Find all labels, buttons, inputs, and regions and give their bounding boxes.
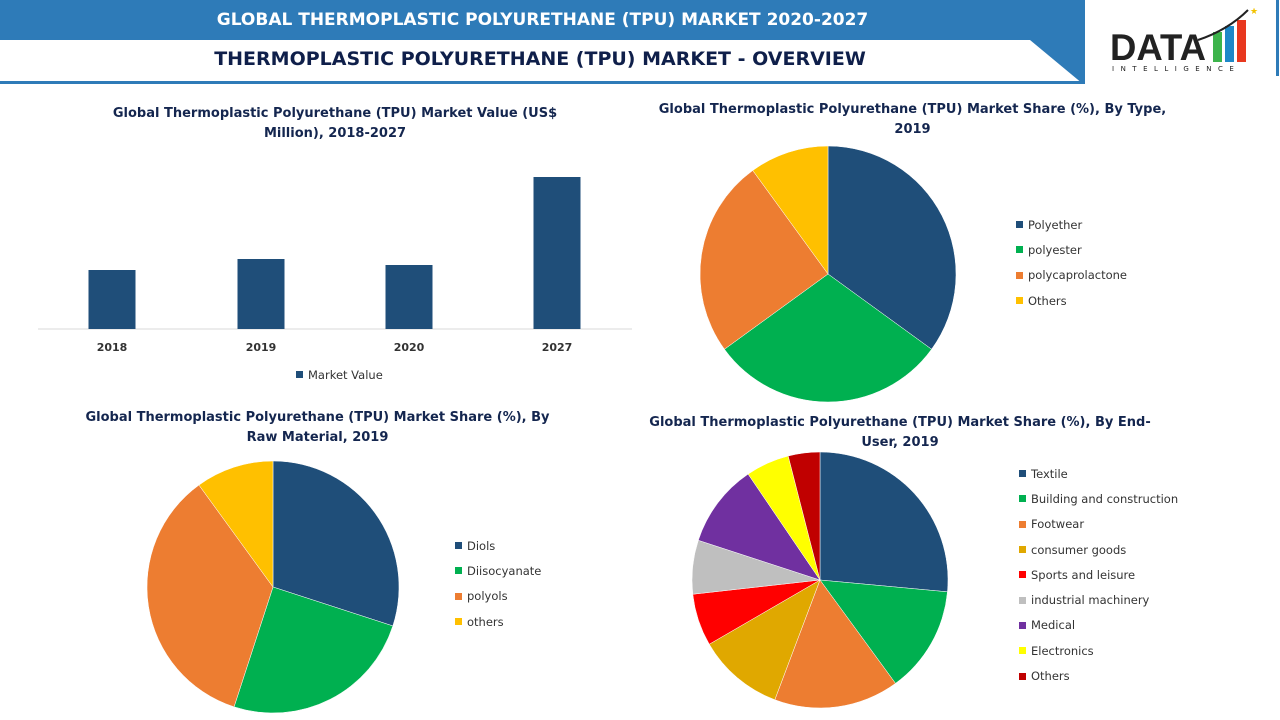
legend-swatch	[1016, 297, 1023, 305]
legend-label: polyols	[467, 589, 508, 604]
legend-label: Others	[1031, 669, 1070, 684]
legend-label: Sports and leisure	[1031, 567, 1136, 582]
legend-label: Building and construction	[1031, 491, 1179, 506]
legend-swatch	[1016, 221, 1023, 229]
enduser-pie-legend: Textile Building and construction Footwear…	[1019, 461, 1178, 689]
legend-item: Diols	[455, 533, 605, 558]
legend-item: Sports and leisure	[1019, 562, 1178, 587]
logo-tagline: INTELLIGENCE	[1112, 65, 1240, 73]
raw-pie-title: Global Thermoplastic Polyurethane (TPU) …	[85, 410, 550, 445]
legend-label: Textile	[1031, 466, 1068, 481]
legend-label: polyester	[1028, 242, 1082, 257]
type-pie-legend: Polyether polyester polycaprolactone Others	[1016, 212, 1127, 313]
legend-label: consumer goods	[1031, 542, 1127, 557]
pie-slice-footwear	[774, 579, 896, 709]
x-tick-label: 2027	[542, 341, 573, 354]
bar-2020	[385, 265, 433, 329]
type-pie-title: Global Thermoplastic Polyurethane (TPU) …	[658, 102, 1167, 137]
bar-2019	[237, 259, 285, 329]
pie-slice-others	[787, 451, 821, 581]
legend-swatch	[1019, 546, 1026, 554]
legend-label: industrial machinery	[1031, 593, 1150, 608]
bar-2018	[88, 270, 136, 329]
legend-label: others	[467, 614, 504, 629]
legend-swatch	[1019, 470, 1026, 478]
legend-swatch	[455, 592, 462, 600]
legend-label: polycaprolactone	[1028, 268, 1127, 283]
legend-item: Building and construction	[1019, 486, 1178, 511]
legend-item: polyols	[455, 584, 605, 609]
header-band	[0, 0, 1085, 40]
logo-text: DATA	[1110, 27, 1206, 68]
legend-label: Market Value	[308, 367, 383, 382]
legend-swatch	[296, 371, 303, 379]
legend-item: Polyether	[1016, 212, 1127, 237]
legend-label: Polyether	[1028, 217, 1083, 232]
pie-slice-textile	[819, 451, 949, 593]
pie-slice-consumer-goods	[708, 579, 821, 701]
legend-item: Textile	[1019, 461, 1178, 486]
bar-chart-title: Global Thermoplastic Polyurethane (TPU) …	[112, 106, 558, 141]
legend-item: Diisocyanate	[455, 558, 605, 583]
pie-slice-diisocyanate	[233, 586, 394, 714]
legend-item: Others	[1019, 663, 1178, 688]
legend-label: Diisocyanate	[467, 563, 542, 578]
pie-slice-polyester	[724, 273, 932, 403]
x-tick-label: 2020	[394, 341, 425, 354]
legend-swatch	[1019, 621, 1026, 629]
legend-item: polycaprolactone	[1016, 263, 1127, 288]
legend-label: Medical	[1031, 618, 1076, 633]
pie-slice-others	[198, 460, 274, 588]
bar-2027	[533, 177, 581, 329]
header-title: GLOBAL THERMOPLASTIC POLYURETHANE (TPU) …	[216, 10, 869, 30]
page-subtitle: THERMOPLASTIC POLYURETHANE (TPU) MARKET …	[214, 48, 866, 70]
legend-swatch	[1019, 672, 1026, 680]
legend-item: Footwear	[1019, 512, 1178, 537]
legend-item: Others	[1016, 288, 1127, 313]
legend-swatch	[1016, 271, 1023, 279]
legend-label: Diols	[467, 538, 496, 553]
legend-swatch	[1019, 495, 1026, 503]
bar-legend: Market Value	[296, 362, 383, 387]
legend-item: polyester	[1016, 237, 1127, 262]
logo: DATA ★ INTELLIGENCE	[1108, 8, 1258, 74]
pie-slice-others	[752, 145, 829, 275]
legend-label: Footwear	[1031, 517, 1085, 532]
legend-swatch	[455, 618, 462, 626]
legend-swatch	[1019, 520, 1026, 528]
pie-slice-medical	[697, 473, 821, 581]
legend-swatch	[455, 567, 462, 575]
legend-label: Electronics	[1031, 643, 1094, 658]
legend-item: others	[455, 609, 605, 634]
legend-swatch	[1019, 647, 1026, 655]
legend-swatch	[1019, 571, 1026, 579]
enduser-pie-title: Global Thermoplastic Polyurethane (TPU) …	[649, 415, 1151, 450]
legend-swatch	[1016, 246, 1023, 254]
x-tick-label: 2018	[97, 341, 128, 354]
raw-pie-legend: Diols Diisocyanate polyols others	[455, 533, 605, 634]
pie-slice-polyols	[146, 484, 274, 708]
pie-slice-building-and-construction	[819, 579, 948, 684]
legend-swatch	[1019, 596, 1026, 604]
svg-text:★: ★	[1250, 8, 1258, 17]
legend-swatch	[455, 542, 462, 550]
legend-item: industrial machinery	[1019, 587, 1178, 612]
pie-slice-polyether	[827, 145, 957, 350]
legend-item: Electronics	[1019, 638, 1178, 663]
pie-slice-polycaprolactone	[699, 170, 829, 350]
x-tick-label: 2019	[246, 341, 277, 354]
legend-item: Medical	[1019, 613, 1178, 638]
legend-item: consumer goods	[1019, 537, 1178, 562]
header-decoration	[0, 0, 1279, 84]
legend-label: Others	[1028, 293, 1067, 308]
pie-slice-diols	[272, 460, 400, 627]
